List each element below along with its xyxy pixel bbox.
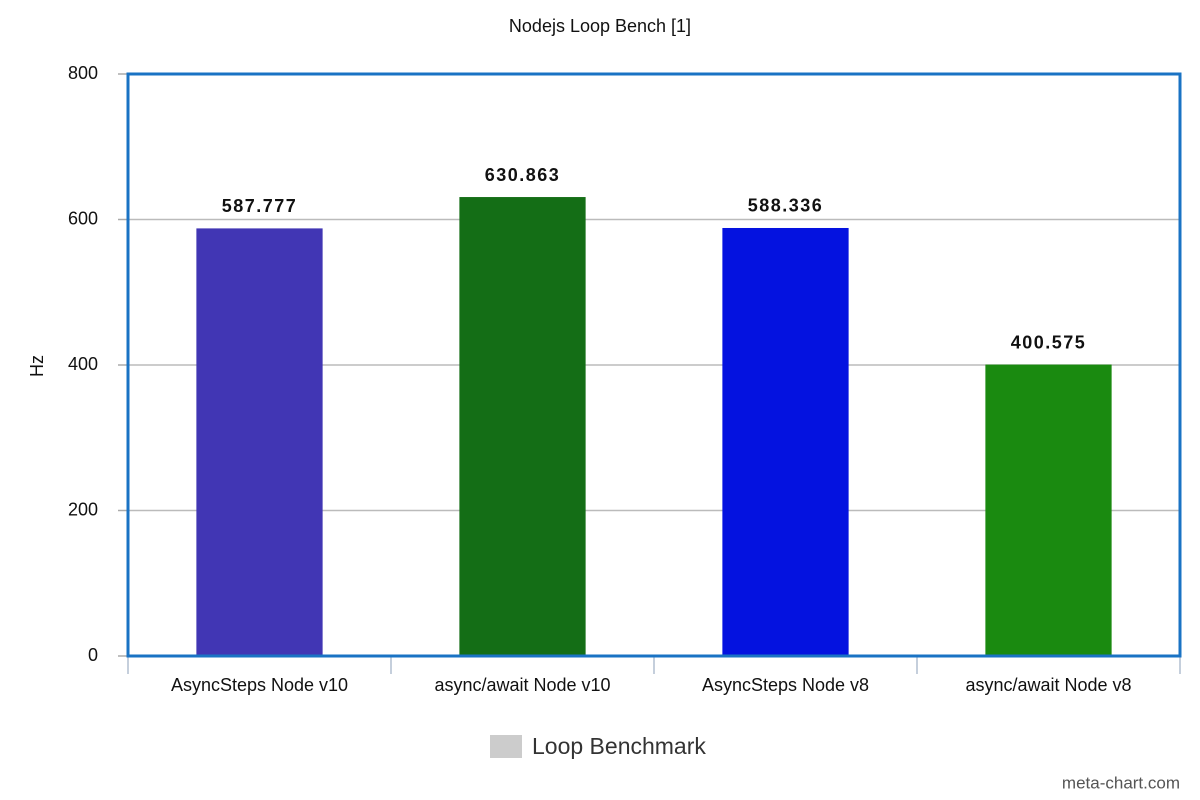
bar [722, 227, 849, 656]
y-tick-label: 0 [88, 645, 98, 665]
bar [985, 364, 1112, 656]
legend-label: Loop Benchmark [532, 733, 706, 759]
watermark: meta-chart.com [1062, 773, 1180, 792]
legend-swatch [490, 735, 522, 758]
value-label: 400.575 [1011, 332, 1087, 352]
value-label: 630.863 [485, 165, 561, 185]
y-tick-label: 800 [68, 63, 98, 83]
y-tick-label: 600 [68, 208, 98, 228]
chart-title: Nodejs Loop Bench [1] [509, 16, 691, 36]
value-label: 588.336 [748, 196, 824, 216]
y-tick-label: 400 [68, 354, 98, 374]
bar [459, 197, 586, 656]
bar [196, 228, 323, 657]
y-axis-label: Hz [27, 355, 47, 377]
x-tick-label: AsyncSteps Node v8 [702, 675, 869, 695]
value-label: 587.777 [222, 196, 298, 216]
x-tick-label: async/await Node v10 [434, 675, 610, 695]
x-tick-label: async/await Node v8 [965, 675, 1131, 695]
plot-frame [126, 72, 1182, 658]
x-tick-label: AsyncSteps Node v10 [171, 675, 348, 695]
y-tick-label: 200 [68, 499, 98, 519]
